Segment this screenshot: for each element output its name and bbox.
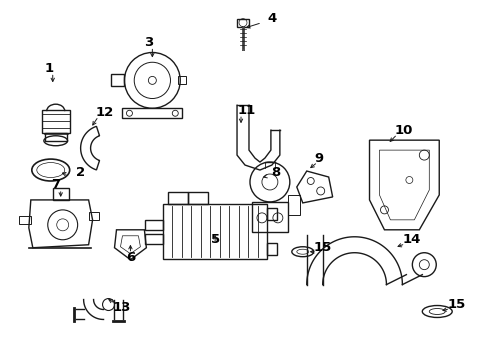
Bar xyxy=(267,243,277,255)
Text: 9: 9 xyxy=(314,152,323,165)
Polygon shape xyxy=(81,126,100,170)
Bar xyxy=(88,212,99,220)
Bar xyxy=(122,108,182,118)
Bar xyxy=(144,234,163,244)
Text: 8: 8 xyxy=(270,166,280,179)
Bar xyxy=(167,193,187,204)
Bar xyxy=(251,202,287,232)
Bar xyxy=(144,220,163,230)
Text: 3: 3 xyxy=(143,36,153,49)
Bar xyxy=(267,208,277,220)
Text: 5: 5 xyxy=(210,233,219,246)
Text: 12: 12 xyxy=(95,106,114,119)
Bar xyxy=(45,133,66,141)
Text: 15: 15 xyxy=(313,241,331,254)
Bar xyxy=(53,188,68,200)
Bar xyxy=(287,195,299,215)
Text: 11: 11 xyxy=(238,104,256,117)
Bar xyxy=(187,193,207,204)
Text: 1: 1 xyxy=(44,62,53,75)
Bar xyxy=(110,75,124,86)
Bar xyxy=(178,76,186,84)
Bar xyxy=(163,204,267,259)
Text: 14: 14 xyxy=(402,233,420,246)
Text: 7: 7 xyxy=(51,179,60,192)
Bar xyxy=(41,110,69,133)
Text: 15: 15 xyxy=(447,298,465,311)
Bar xyxy=(19,216,31,224)
Text: 10: 10 xyxy=(394,124,412,137)
Bar xyxy=(237,19,248,27)
Text: 4: 4 xyxy=(267,12,277,25)
Text: 13: 13 xyxy=(112,301,131,314)
Text: 6: 6 xyxy=(125,251,135,264)
Text: 2: 2 xyxy=(76,166,84,179)
